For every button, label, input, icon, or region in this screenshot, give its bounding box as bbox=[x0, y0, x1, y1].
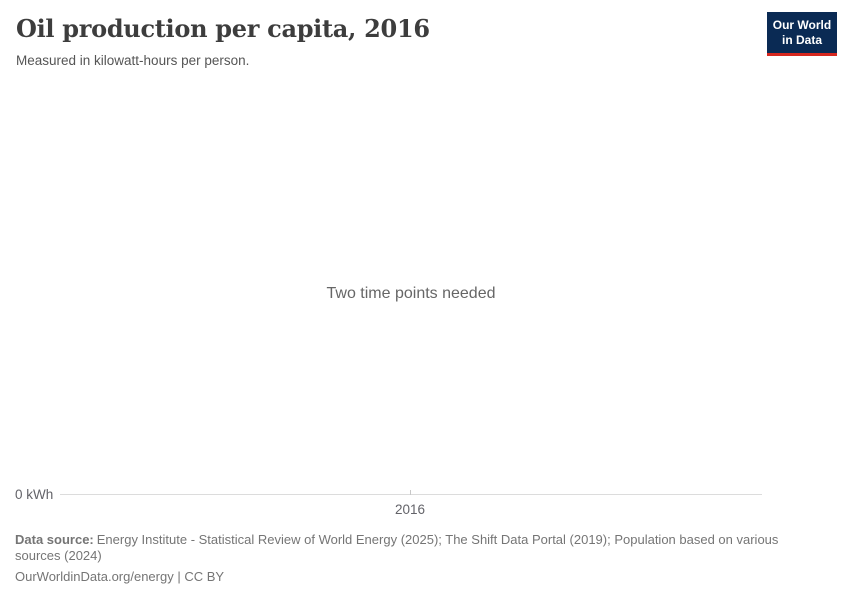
data-source-line: Data source: Energy Institute - Statistic… bbox=[15, 532, 810, 564]
owid-logo[interactable]: Our World in Data bbox=[767, 12, 837, 56]
chart-footer: Data source: Energy Institute - Statistic… bbox=[15, 532, 810, 585]
chart-title: Oil production per capita, 2016 bbox=[16, 14, 430, 43]
owid-logo-line2: in Data bbox=[781, 32, 822, 47]
chart-subtitle: Measured in kilowatt-hours per person. bbox=[16, 53, 250, 68]
license-link[interactable]: OurWorldinData.org/energy | CC BY bbox=[15, 569, 225, 584]
x-axis-line bbox=[60, 494, 762, 495]
data-source-text: Energy Institute - Statistical Review of… bbox=[15, 532, 779, 563]
owid-logo-line1: Our World bbox=[772, 18, 832, 33]
y-axis-tick-label: 0 kWh bbox=[15, 487, 54, 502]
data-source-label: Data source: bbox=[15, 532, 94, 547]
empty-state-message: Two time points needed bbox=[326, 285, 496, 302]
x-axis-tick-mark bbox=[410, 490, 411, 495]
x-axis-tick-label: 2016 bbox=[394, 502, 426, 517]
